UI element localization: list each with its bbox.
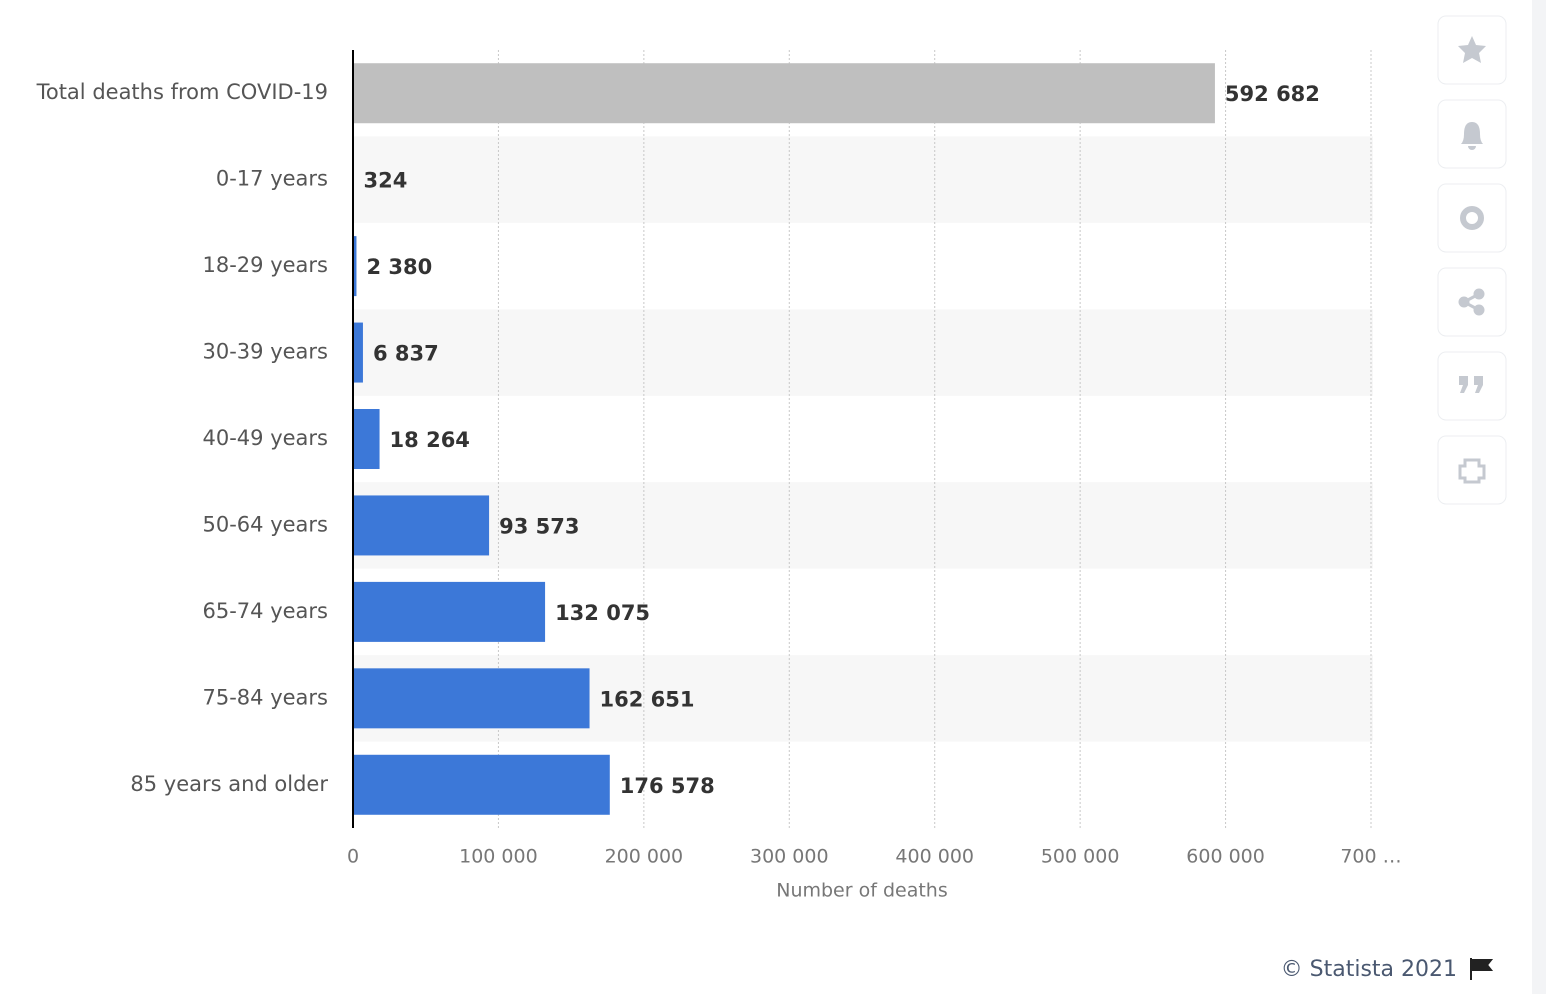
data-label: 162 651 [600, 687, 695, 711]
data-label: 592 682 [1225, 82, 1320, 106]
x-axis-title: Number of deaths [776, 880, 948, 902]
y-tick-label: 30-39 years [203, 340, 329, 364]
row-band [353, 309, 1373, 395]
x-tick-label: 0 [347, 846, 359, 868]
x-tick-label: 600 000 [1186, 846, 1265, 868]
x-tick-label: 200 000 [605, 846, 684, 868]
y-tick-label: 65-74 years [203, 599, 329, 623]
bar [353, 755, 610, 815]
credit[interactable]: © Statista 2021 [1281, 957, 1457, 982]
x-tick-label: 700 … [1340, 846, 1401, 868]
bar [353, 323, 363, 383]
bar [353, 63, 1215, 123]
bar [353, 668, 590, 728]
row-band [353, 136, 1373, 222]
bar [353, 582, 545, 642]
cite-button[interactable] [1438, 352, 1506, 420]
y-tick-label: Total deaths from COVID-19 [36, 80, 328, 104]
sidebar-edge [1532, 0, 1546, 994]
y-tick-label: 0-17 years [216, 167, 328, 191]
data-label: 18 264 [390, 428, 470, 452]
y-tick-label: 50-64 years [203, 512, 329, 536]
bar [353, 409, 380, 469]
report-flag[interactable] [1471, 958, 1491, 980]
data-label: 6 837 [373, 342, 439, 366]
share-button[interactable] [1438, 268, 1506, 336]
data-label: 132 075 [555, 601, 650, 625]
data-label: 2 380 [366, 255, 432, 279]
plot-area: 0 100 000 200 000 300 000 400 000 500 000 600 … [36, 50, 1402, 868]
x-tick-label: 300 000 [750, 846, 829, 868]
x-tick-label: 100 000 [459, 846, 538, 868]
data-label: 93 573 [499, 514, 579, 538]
x-tick-label: 400 000 [895, 846, 974, 868]
y-tick-label: 40-49 years [203, 426, 329, 450]
settings-button[interactable] [1438, 184, 1506, 252]
y-tick-label: 75-84 years [203, 685, 329, 709]
data-label: 176 578 [620, 774, 715, 798]
bar [353, 495, 489, 555]
y-tick-label: 85 years and older [130, 772, 328, 796]
x-tick-label: 500 000 [1041, 846, 1120, 868]
toolbar [1438, 16, 1506, 504]
print-button[interactable] [1438, 436, 1506, 504]
y-tick-label: 18-29 years [203, 253, 329, 277]
data-label: 324 [363, 169, 407, 193]
